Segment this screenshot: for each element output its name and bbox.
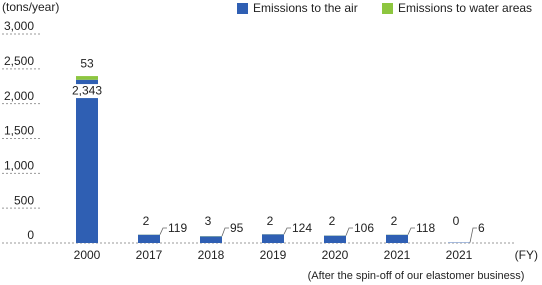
bar-segment	[138, 234, 160, 243]
label-leader	[469, 227, 477, 243]
bar-segment	[324, 235, 346, 243]
value-label: 3	[205, 214, 212, 228]
value-label: 118	[416, 221, 435, 235]
y-tick-label: 3,000	[4, 19, 34, 33]
x-tick-label: 2019	[260, 248, 287, 262]
y-tick-label: 2,000	[4, 89, 34, 103]
bar-segment	[200, 236, 222, 243]
bar-segment	[76, 76, 98, 80]
value-label: 2	[391, 214, 398, 228]
value-label: 0	[453, 214, 460, 228]
annotation: (After the spin-off of our elastomer bus…	[308, 270, 525, 282]
x-tick-label: 2017	[136, 248, 163, 262]
value-label: 2	[329, 214, 336, 228]
y-tick-label: 1,000	[4, 159, 34, 173]
value-label: 124	[292, 221, 312, 235]
x-tick-label: 2021	[446, 248, 473, 262]
bar-segment	[262, 234, 284, 243]
label-bg	[70, 84, 104, 99]
value-label: 2	[143, 214, 150, 228]
x-tick-label: 2020	[322, 248, 349, 262]
x-tick-label: 2000	[74, 248, 101, 262]
y-tick-label: 1,500	[4, 124, 34, 138]
value-label: 53	[80, 56, 94, 70]
label-leader	[283, 227, 291, 235]
label-leader	[345, 227, 353, 236]
value-label: 2	[267, 214, 274, 228]
value-label: 95	[230, 221, 244, 235]
value-label: 6	[478, 221, 485, 235]
label-leader	[159, 227, 167, 235]
label-leader	[407, 227, 415, 235]
value-label: 106	[354, 221, 374, 235]
y-axis-label: (tons/year)	[2, 0, 59, 14]
legend-swatch	[382, 3, 393, 14]
value-label: 2,343	[72, 83, 102, 97]
x-tick-label: 2021	[384, 248, 411, 262]
bar-segment	[76, 79, 98, 243]
legend-label: Emissions to the air	[253, 1, 358, 15]
y-tick-label: 2,500	[4, 54, 34, 68]
y-tick-label: 0	[27, 228, 34, 242]
y-tick-label: 500	[14, 193, 34, 207]
x-tick-label: 2018	[198, 248, 225, 262]
legend-label: Emissions to water areas	[398, 1, 532, 15]
bar-segment	[386, 234, 408, 243]
x-axis-label: (FY)	[515, 248, 538, 262]
legend-swatch	[237, 3, 248, 14]
value-label: 119	[168, 221, 187, 235]
label-leader	[221, 227, 229, 237]
